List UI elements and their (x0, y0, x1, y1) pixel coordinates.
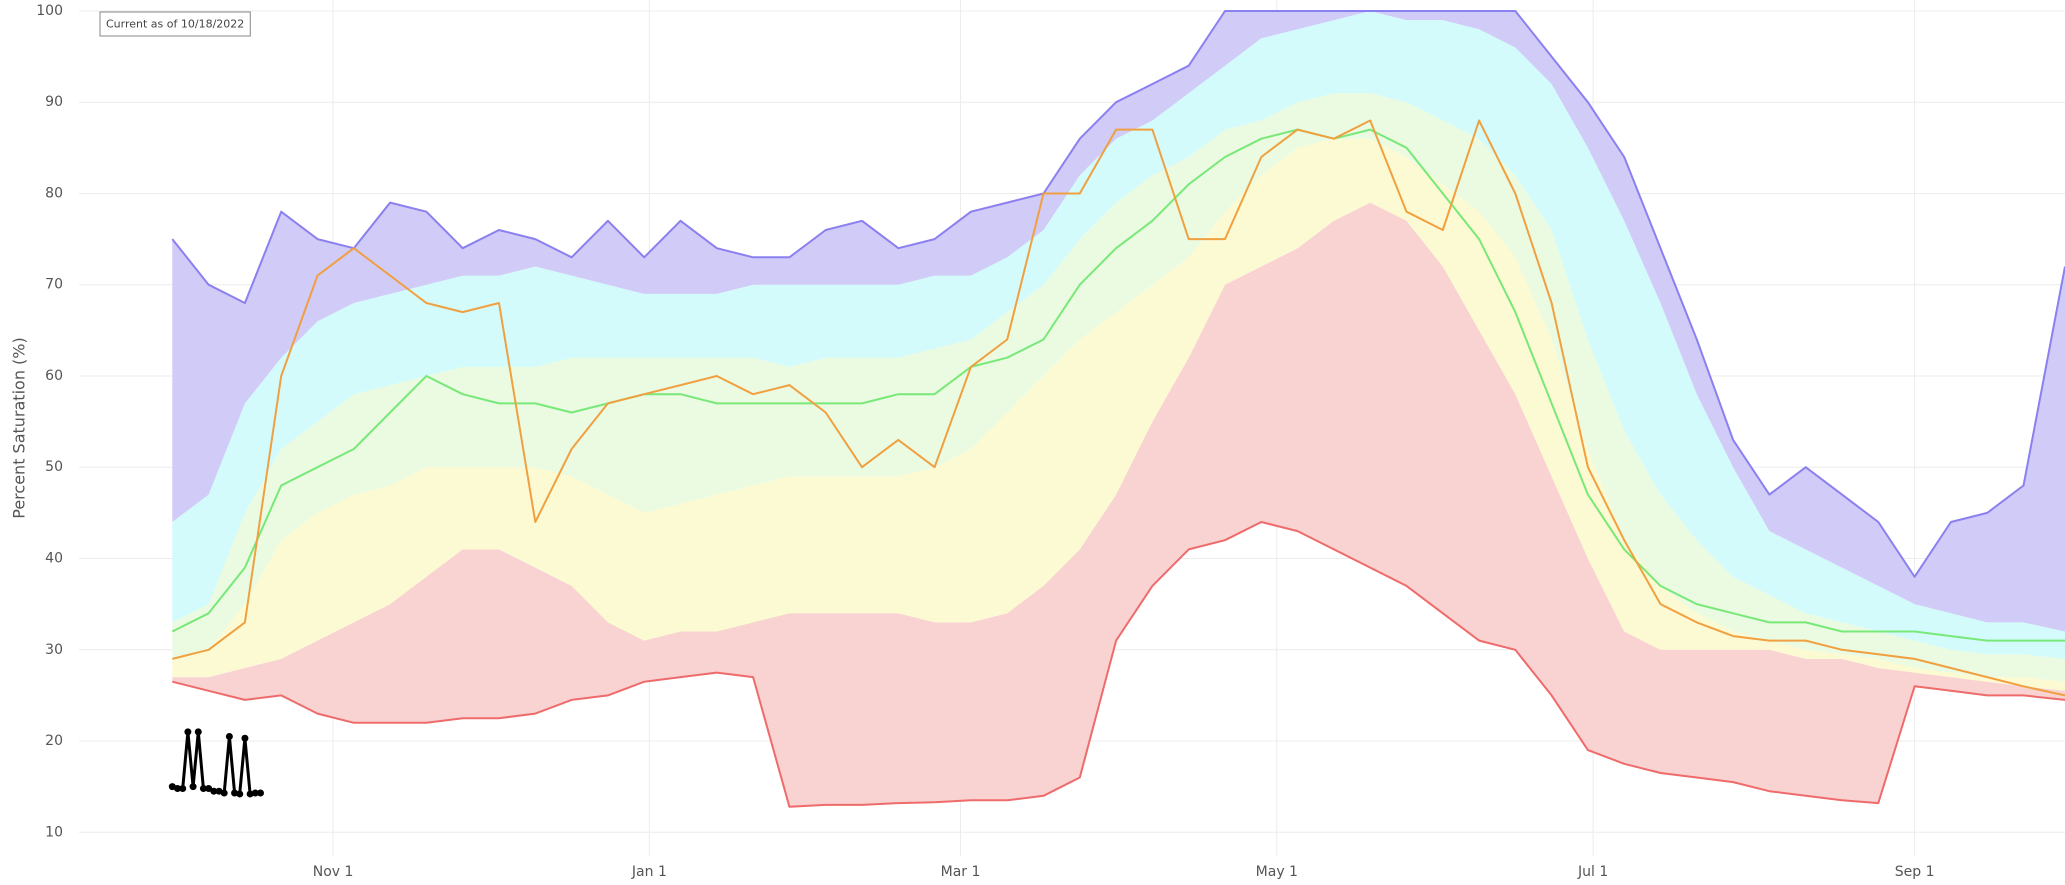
point (199, 784, 207, 792)
y-tick-label: 40 (45, 550, 63, 566)
y-tick-label: 80 (45, 185, 63, 201)
band (172, 138, 2065, 691)
x-tick-label: Nov 1 (313, 864, 354, 880)
point (251, 789, 259, 797)
point (256, 789, 264, 797)
series-line (171, 128, 2065, 642)
x-tick-label: Jan 1 (631, 864, 667, 880)
y-tick-label: 30 (45, 642, 63, 658)
point (184, 728, 192, 736)
y-tick-label: 10 (45, 824, 63, 840)
x-tick-label: Sep 1 (1895, 864, 1935, 880)
band (172, 11, 2065, 659)
lines (168, 10, 2065, 808)
point (236, 790, 244, 798)
point (220, 789, 228, 797)
point (210, 787, 218, 795)
x-tick-label: Mar 1 (941, 864, 981, 880)
point (246, 790, 254, 798)
y-tick-label: 60 (45, 368, 63, 384)
series-line (171, 10, 2065, 578)
y-tick-label: 100 (36, 3, 63, 19)
x-tick-label: Jul 1 (1577, 864, 1608, 880)
y-tick-label: 50 (45, 459, 63, 475)
annotation: Current as of 10/18/2022 (106, 18, 244, 31)
plot-area (79, 0, 2065, 856)
point (194, 728, 202, 736)
y-tick-label: 20 (45, 733, 63, 749)
point (179, 784, 187, 792)
series-line (172, 119, 2065, 697)
x-tick-label: May 1 (1256, 864, 1298, 880)
point (174, 784, 182, 792)
series-line (172, 521, 2065, 808)
point (231, 789, 239, 797)
point (189, 783, 197, 791)
y-tick-label: 90 (45, 94, 63, 110)
band (172, 93, 2065, 682)
band (172, 11, 2065, 632)
point (205, 784, 213, 792)
annotation-box (99, 11, 251, 37)
point (225, 732, 233, 740)
band (172, 202, 2065, 807)
y-tick-label: 70 (45, 277, 63, 293)
y-axis-title: Percent Saturation (%) (10, 337, 29, 518)
point (241, 734, 249, 742)
bands (172, 11, 2065, 807)
